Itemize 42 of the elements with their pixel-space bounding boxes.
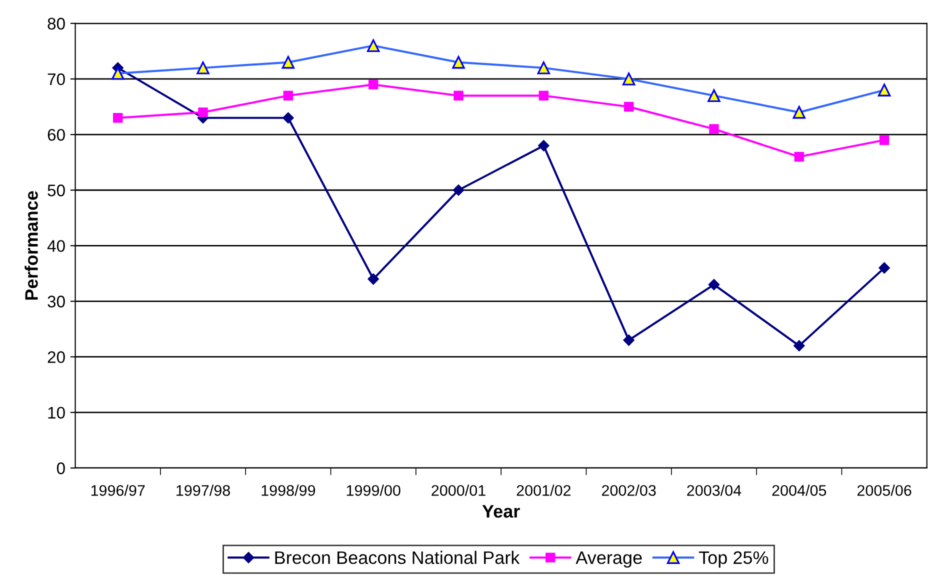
point <box>878 262 890 274</box>
legend-label: Brecon Beacons National Park <box>275 550 520 564</box>
x-tick-label: 2000/01 <box>432 484 486 496</box>
y-tick-label: 50 <box>48 184 65 196</box>
x-tick-label: 2004/05 <box>772 484 826 496</box>
x-tick-label: 1998/99 <box>262 484 316 496</box>
point <box>282 112 294 124</box>
x-tick-label: 2001/02 <box>516 484 571 496</box>
point <box>708 278 720 290</box>
y-axis-title: Performance <box>24 191 38 300</box>
point <box>452 184 464 196</box>
y-tick-label: 40 <box>47 240 65 252</box>
point <box>624 102 634 112</box>
point <box>794 152 804 162</box>
y-tick-label: 20 <box>48 351 65 364</box>
point <box>368 80 378 90</box>
x-tick-label: 2002/03 <box>602 484 656 496</box>
point <box>368 273 379 285</box>
point <box>538 90 549 101</box>
x-tick-label: 2005/06 <box>857 484 912 496</box>
x-tick-label: 2003/04 <box>687 484 742 496</box>
y-tick-label: 0 <box>56 462 65 474</box>
x-tick-label: 1996/97 <box>91 484 145 496</box>
point <box>879 135 890 145</box>
y-tick-label: 80 <box>48 18 65 30</box>
y-tick-label: 30 <box>48 296 65 308</box>
legend-label: Top 25% <box>698 551 768 568</box>
y-tick-label: 60 <box>48 128 65 141</box>
point <box>454 90 464 101</box>
legend-label: Average <box>576 551 642 568</box>
y-tick-label: 70 <box>48 73 65 86</box>
x-tick-label: 1999/00 <box>346 484 400 496</box>
point <box>283 90 294 101</box>
x-axis-title: Year <box>482 505 520 518</box>
point <box>538 140 550 152</box>
point <box>198 107 208 118</box>
point <box>709 124 719 134</box>
y-tick-label: 10 <box>48 406 65 419</box>
point <box>623 334 634 346</box>
x-tick-label: 1997/98 <box>176 484 230 496</box>
point <box>113 113 123 123</box>
point <box>794 340 805 352</box>
